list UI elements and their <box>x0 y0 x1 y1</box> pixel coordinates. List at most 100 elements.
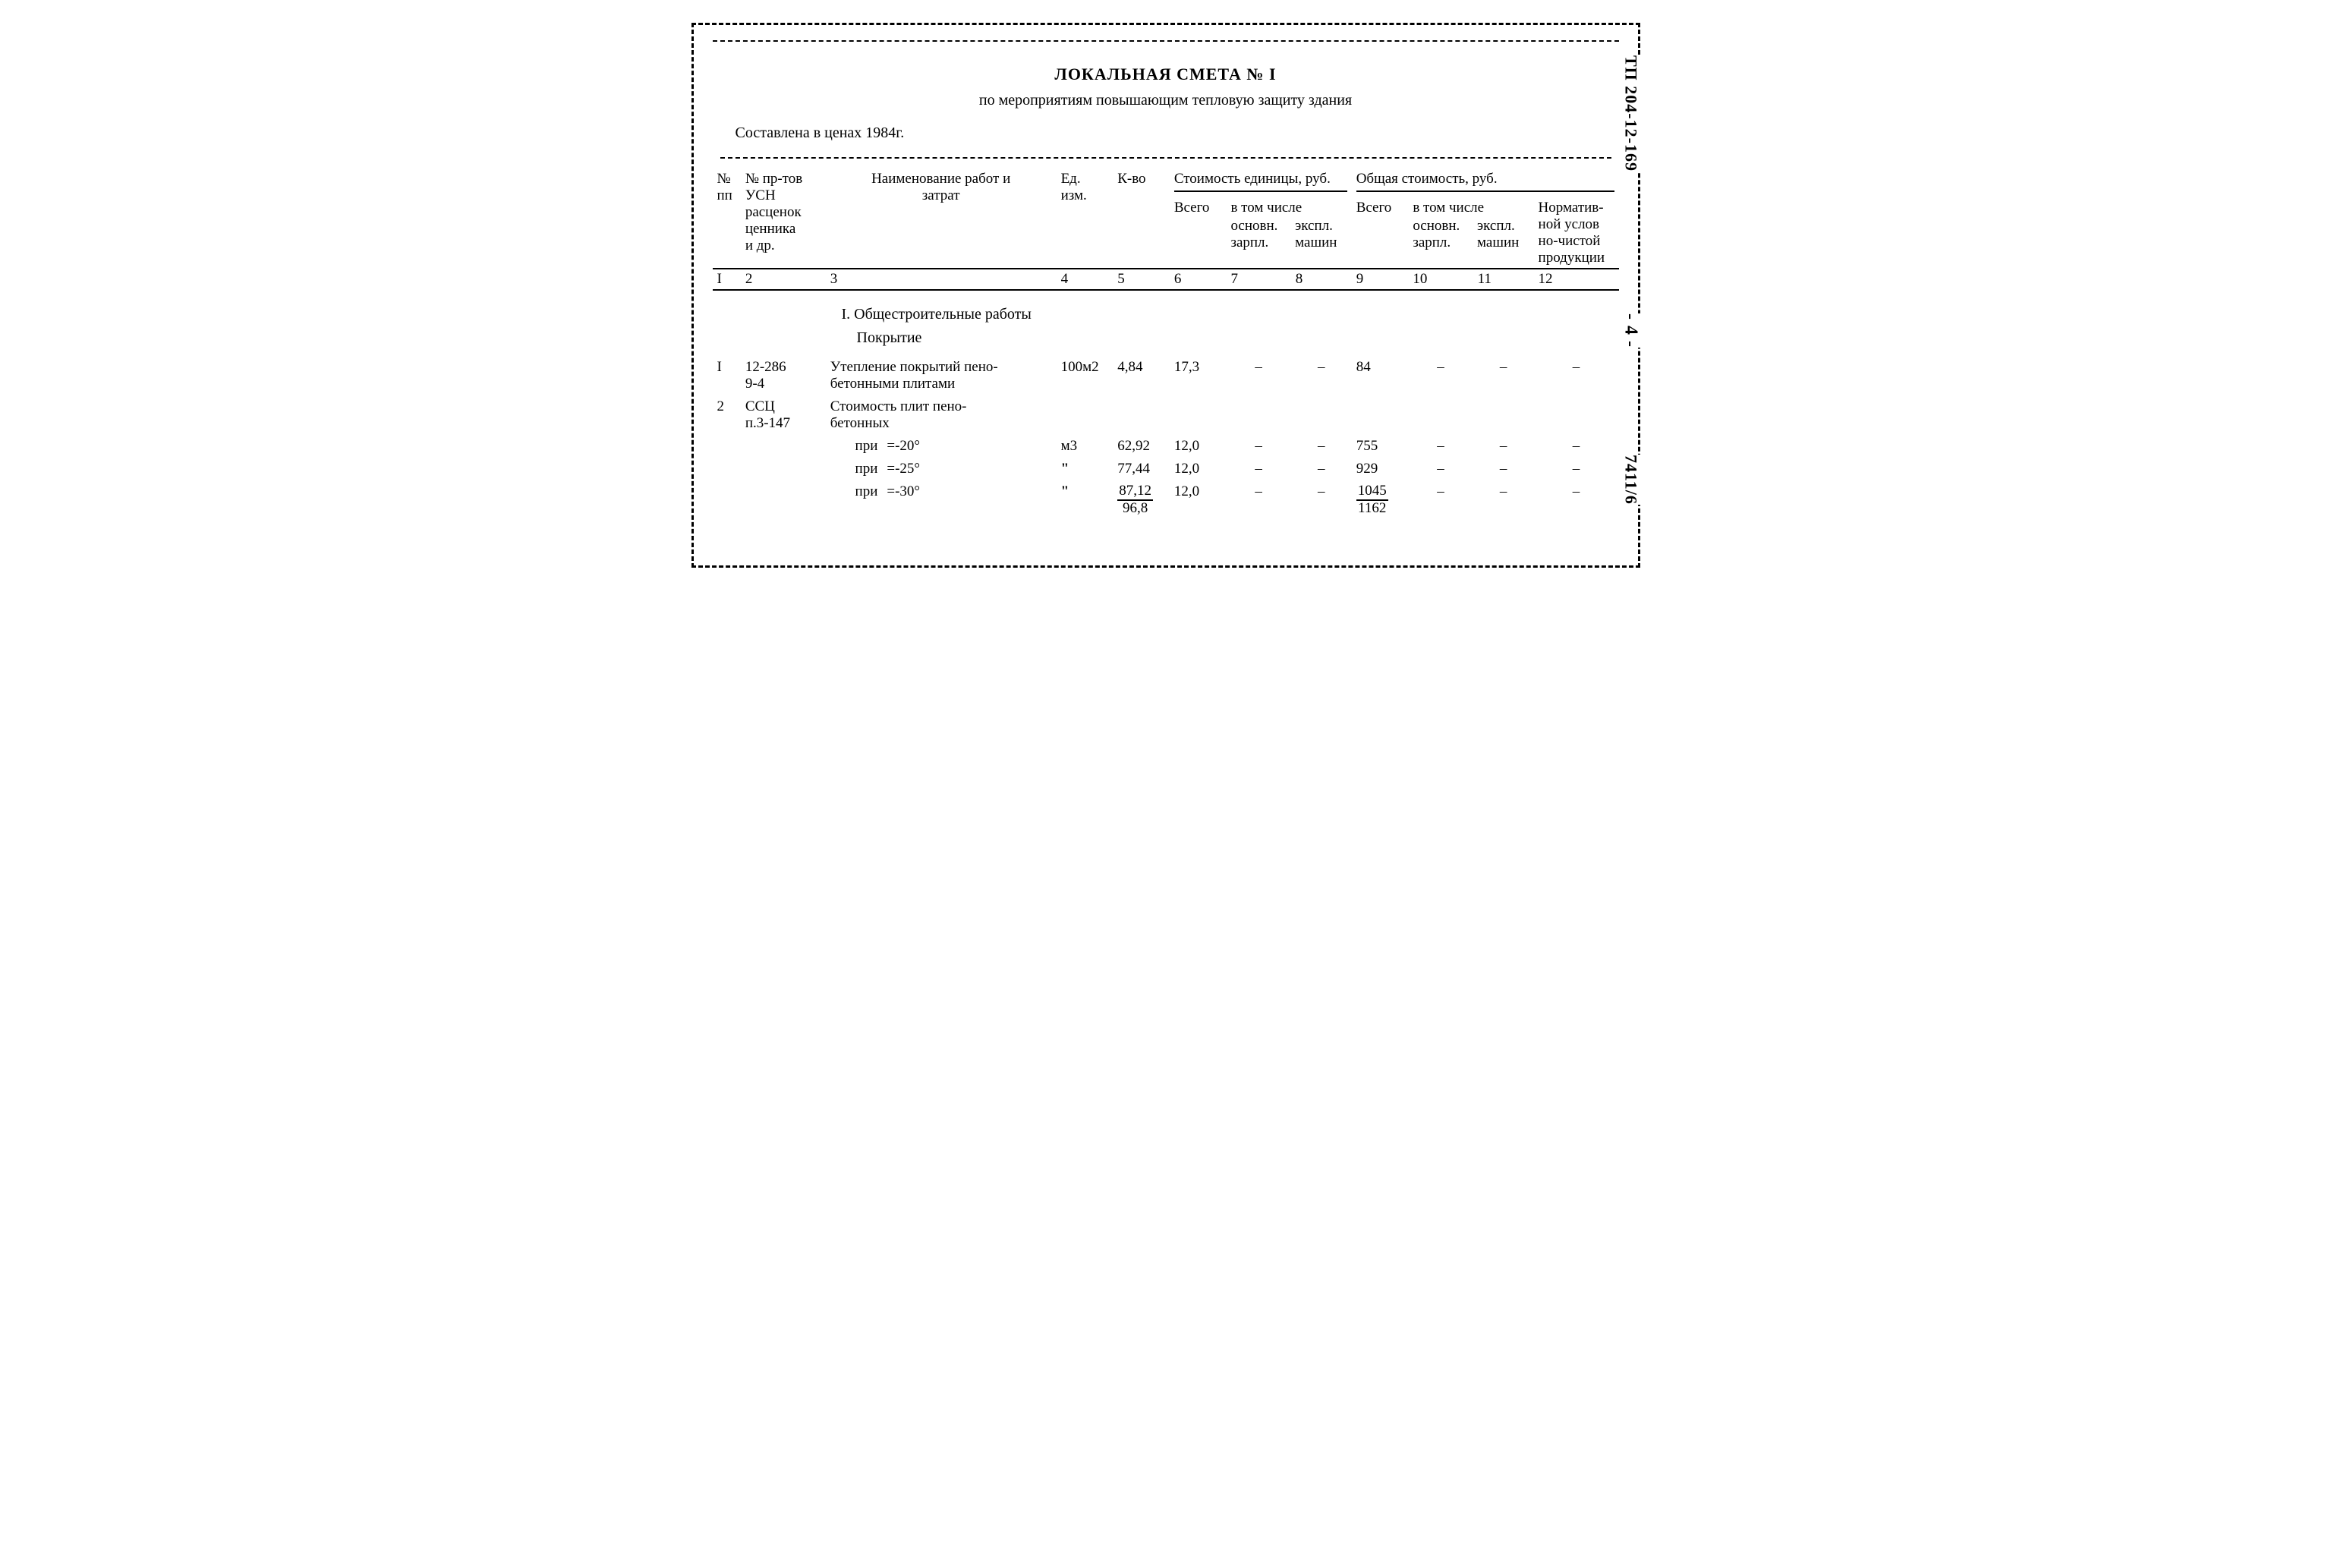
table-row: I 12-286 9-4 Утепление покрытий пено- бе… <box>713 356 1619 395</box>
col-h7-wrap: в том числе основн. зарпл. экспл. машин <box>1226 198 1351 269</box>
compiled-note: Составлена в ценах 1984г. <box>736 124 1619 142</box>
doc-subtitle: по мероприятиям повышающим тепловую защи… <box>713 92 1619 109</box>
r2-30-val: =-30° <box>882 480 1056 520</box>
r2-30-qty: 87,12 96,8 <box>1113 480 1170 520</box>
colnum-10: 10 <box>1408 269 1473 290</box>
r2-25-c7: – <box>1226 458 1290 480</box>
table-row: при =-25° " 77,44 12,0 – – 929 – – – <box>713 458 1619 480</box>
table-row: при =-20° м3 62,92 12,0 – – 755 – – – <box>713 435 1619 458</box>
r2-20-unit: м3 <box>1057 435 1114 458</box>
r2-25-tot: 929 <box>1352 458 1409 480</box>
doc-title: ЛОКАЛЬНАЯ СМЕТА № I <box>713 65 1619 84</box>
r2-30-qty-top: 87,12 <box>1117 483 1153 501</box>
col-h7b: экспл. машин <box>1292 216 1347 251</box>
r2-20-c11: – <box>1473 435 1534 458</box>
colnum-3: 3 <box>826 269 1057 290</box>
r1-code: 12-286 9-4 <box>741 356 826 395</box>
r2-30-c8: – <box>1291 480 1352 520</box>
r2-code-a: ССЦ <box>745 398 775 414</box>
side-code-top: ТП 204-12-169 <box>1620 55 1643 172</box>
r2-30-c10: – <box>1408 480 1473 520</box>
r2-25-qty: 77,44 <box>1113 458 1170 480</box>
r2-30-c12: – <box>1534 480 1619 520</box>
col-h12: Норматив- ной услов но-чистой продукции <box>1534 198 1619 269</box>
col-h10-wrap: в том числе основн. зарпл. экспл. машин <box>1408 198 1533 269</box>
r1-unit: 100м2 <box>1057 356 1114 395</box>
r1-qty: 4,84 <box>1113 356 1170 395</box>
r1-code-b: 9-4 <box>745 376 764 392</box>
section-title: I. Общестроительные работы <box>842 306 1619 323</box>
r2-20-label: при <box>826 435 883 458</box>
col-h5: К-во <box>1113 169 1170 269</box>
r1-name: Утепление покрытий пено- бетонными плита… <box>826 356 1057 395</box>
column-number-row: I 2 3 4 5 6 7 8 9 10 11 12 <box>713 269 1619 290</box>
r2-25-c10: – <box>1408 458 1473 480</box>
col-total-cost-span: Общая стоимость, руб. <box>1352 169 1619 198</box>
r2-code: ССЦ п.3-147 <box>741 395 826 435</box>
col-h10: в том числе <box>1413 200 1484 216</box>
r1-c11: – <box>1473 356 1534 395</box>
header-dashed-rule <box>720 157 1611 159</box>
r2-30-tot-top: 1045 <box>1356 483 1388 501</box>
col-unit-cost-span: Стоимость единицы, руб. <box>1170 169 1352 198</box>
table-row: 2 ССЦ п.3-147 Стоимость плит пено- бетон… <box>713 395 1619 435</box>
colnum-2: 2 <box>741 269 826 290</box>
r1-n: I <box>713 356 741 395</box>
r2-30-tot-bot: 1162 <box>1356 501 1388 517</box>
col-h9: Всего <box>1352 198 1409 269</box>
r1-c12: – <box>1534 356 1619 395</box>
colnum-6: 6 <box>1170 269 1227 290</box>
r2-20-val-text: =-20° <box>887 438 920 454</box>
r2-25-unit: " <box>1057 458 1114 480</box>
r2-30-c7: – <box>1226 480 1290 520</box>
r2-name: Стоимость плит пено- бетонных <box>826 395 1057 435</box>
r2-25-val: =-25° <box>882 458 1056 480</box>
r2-30-tot: 1045 1162 <box>1352 480 1409 520</box>
col-h7: в том числе <box>1230 200 1302 216</box>
r2-25-val-text: =-25° <box>887 461 920 477</box>
r2-30-label: при <box>826 480 883 520</box>
colnum-5: 5 <box>1113 269 1170 290</box>
r2-30-val-text: =-30° <box>887 483 920 499</box>
r2-n: 2 <box>713 395 741 435</box>
table-row: при =-30° " 87,12 96,8 12,0 – – 1045 116… <box>713 480 1619 520</box>
r2-30-qty-bot: 96,8 <box>1117 501 1153 517</box>
section-subhead: Покрытие <box>857 329 1619 347</box>
colnum-11: 11 <box>1473 269 1534 290</box>
r2-30-c11: – <box>1473 480 1534 520</box>
r2-25-label: при <box>826 458 883 480</box>
colnum-7: 7 <box>1226 269 1290 290</box>
col-h10b: экспл. машин <box>1474 216 1529 251</box>
col-h10a: основн. зарпл. <box>1413 216 1474 251</box>
r2-20-uc: 12,0 <box>1170 435 1227 458</box>
r1-tot: 84 <box>1352 356 1409 395</box>
column-header-table: № пп № пр-тов УСН расценок ценника и др.… <box>713 169 1619 291</box>
side-page-number: - 4 - <box>1619 313 1643 348</box>
r1-c7: – <box>1226 356 1290 395</box>
r2-20-c7: – <box>1226 435 1290 458</box>
r1-c8: – <box>1291 356 1352 395</box>
r2-20-c8: – <box>1291 435 1352 458</box>
col-h4: Ед. изм. <box>1057 169 1114 269</box>
r2-20-c12: – <box>1534 435 1619 458</box>
r1-code-a: 12-286 <box>745 359 786 375</box>
col-total-cost-label: Общая стоимость, руб. <box>1356 171 1498 187</box>
r2-20-tot: 755 <box>1352 435 1409 458</box>
r1-uc-total: 17,3 <box>1170 356 1227 395</box>
colnum-4: 4 <box>1057 269 1114 290</box>
r2-code-b: п.3-147 <box>745 415 790 431</box>
col-h1: № пп <box>713 169 741 269</box>
col-h6: Всего <box>1170 198 1227 269</box>
r2-30-unit: " <box>1057 480 1114 520</box>
document-page: ТП 204-12-169 - 4 - 7411/6 ЛОКАЛЬНАЯ СМЕ… <box>691 23 1640 568</box>
r2-25-uc: 12,0 <box>1170 458 1227 480</box>
r2-20-qty: 62,92 <box>1113 435 1170 458</box>
body-table: I 12-286 9-4 Утепление покрытий пено- бе… <box>713 356 1619 520</box>
side-code-bottom: 7411/6 <box>1620 455 1643 505</box>
r2-20-c10: – <box>1408 435 1473 458</box>
r1-c10: – <box>1408 356 1473 395</box>
col-unit-cost-label: Стоимость единицы, руб. <box>1174 171 1331 187</box>
r2-30-uc: 12,0 <box>1170 480 1227 520</box>
colnum-8: 8 <box>1291 269 1352 290</box>
col-h3: Наименование работ и затрат <box>826 169 1057 269</box>
